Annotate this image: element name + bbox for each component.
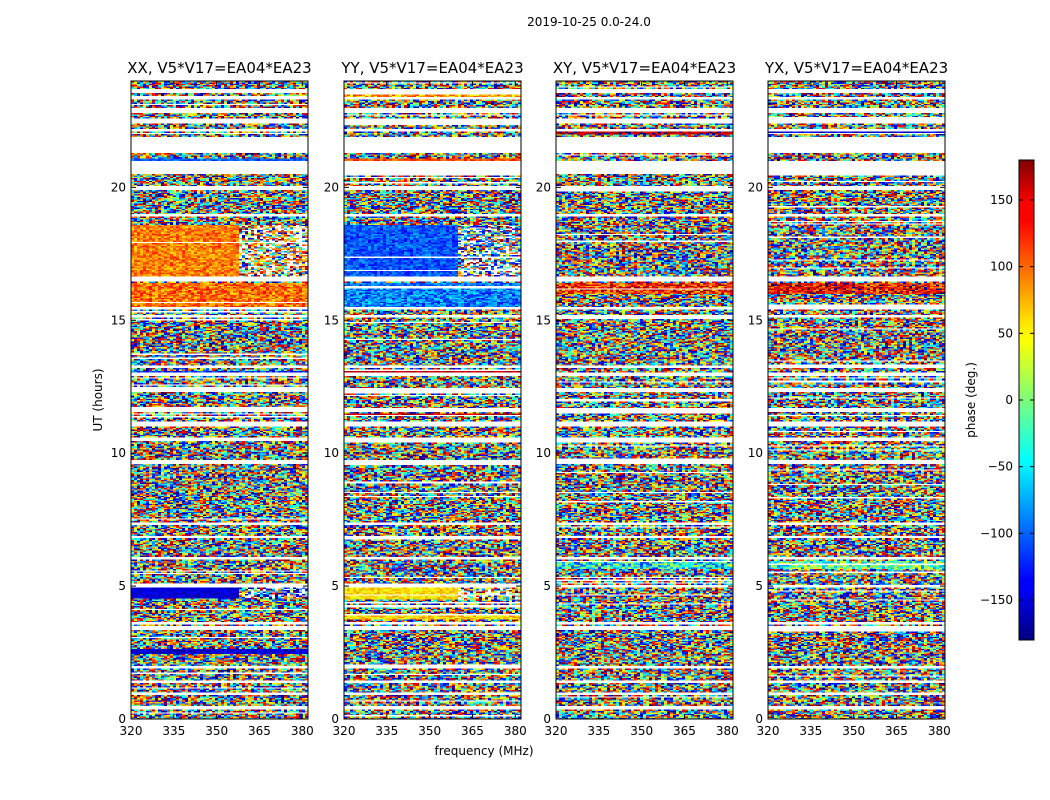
y-axis-label: UT (hours) [91, 368, 105, 431]
panel-xx: XX, V5*V17=EA04*EA23 320 335 350 365 380 0 5 10 1… [111, 59, 314, 738]
x-tick-label: 320 [333, 724, 356, 738]
y-tick-label: 15 [111, 313, 126, 327]
y-tick-label: 0 [543, 712, 551, 726]
figure-suptitle: 2019-10-25 0.0-24.0 [527, 15, 651, 29]
panel-title: YX, V5*V17=EA04*EA23 [764, 59, 948, 77]
panel-title: XX, V5*V17=EA04*EA23 [127, 59, 311, 77]
panel-yy: YY, V5*V17=EA04*EA23 320 335 350 365 380 0 5 10 1… [324, 59, 527, 738]
colorbar-label: phase (deg.) [964, 362, 978, 438]
panels-group: XX, V5*V17=EA04*EA23 320 335 350 365 380 0 5 10 1… [111, 59, 951, 738]
y-tick-label: 10 [748, 446, 763, 460]
y-tick-label: 10 [111, 446, 126, 460]
y-tick-label: 5 [755, 579, 763, 593]
y-tick-label: 20 [324, 180, 339, 194]
y-tick-label: 5 [331, 579, 339, 593]
x-tick-label: 380 [928, 724, 951, 738]
panel-yx: YX, V5*V17=EA04*EA23 320 335 350 365 380 0 5 10 1… [748, 59, 951, 738]
colorbar-tick-label: 0 [1005, 393, 1013, 407]
colorbar-tick-label: 100 [990, 260, 1013, 274]
y-tick-label: 15 [748, 313, 763, 327]
colorbar-tick-label: 50 [998, 326, 1013, 340]
y-tick-label: 15 [324, 313, 339, 327]
x-tick-label: 350 [630, 724, 653, 738]
colorbar: −150 −100 −50 0 50 100 150 phase (deg.) [964, 160, 1034, 640]
y-tick-label: 20 [748, 180, 763, 194]
x-tick-label: 380 [504, 724, 527, 738]
colorbar-tick-label: 150 [990, 193, 1013, 207]
x-tick-label: 350 [418, 724, 441, 738]
x-tick-label: 350 [205, 724, 228, 738]
x-tick-label: 380 [291, 724, 314, 738]
y-tick-label: 15 [536, 313, 551, 327]
y-tick-label: 5 [118, 579, 126, 593]
x-tick-label: 320 [120, 724, 143, 738]
panel-title: XY, V5*V17=EA04*EA23 [553, 59, 736, 77]
panel-title: YY, V5*V17=EA04*EA23 [340, 59, 523, 77]
x-tick-label: 335 [162, 724, 185, 738]
colorbar-tick-label: −50 [988, 460, 1013, 474]
x-tick-label: 365 [248, 724, 271, 738]
x-tick-label: 335 [799, 724, 822, 738]
y-tick-label: 10 [536, 446, 551, 460]
x-tick-label: 320 [545, 724, 568, 738]
x-tick-label: 365 [673, 724, 696, 738]
x-tick-label: 380 [716, 724, 739, 738]
y-tick-label: 20 [536, 180, 551, 194]
x-tick-label: 350 [842, 724, 865, 738]
x-tick-label: 320 [757, 724, 780, 738]
x-tick-label: 335 [587, 724, 610, 738]
y-tick-label: 0 [755, 712, 763, 726]
colorbar-tick-label: −150 [980, 593, 1013, 607]
x-axis-label: frequency (MHz) [434, 744, 533, 758]
y-tick-label: 0 [118, 712, 126, 726]
y-tick-label: 20 [111, 180, 126, 194]
colorbar-tick-label: −100 [980, 526, 1013, 540]
figure: 2019-10-25 0.0-24.0 XX, V5*V17=EA04*EA23… [0, 0, 1050, 800]
x-tick-label: 365 [885, 724, 908, 738]
y-tick-label: 10 [324, 446, 339, 460]
y-tick-label: 0 [331, 712, 339, 726]
x-tick-label: 365 [461, 724, 484, 738]
x-tick-label: 335 [375, 724, 398, 738]
y-tick-label: 5 [543, 579, 551, 593]
panel-xy: XY, V5*V17=EA04*EA23 320 335 350 365 380 0 5 10 1… [536, 59, 739, 738]
